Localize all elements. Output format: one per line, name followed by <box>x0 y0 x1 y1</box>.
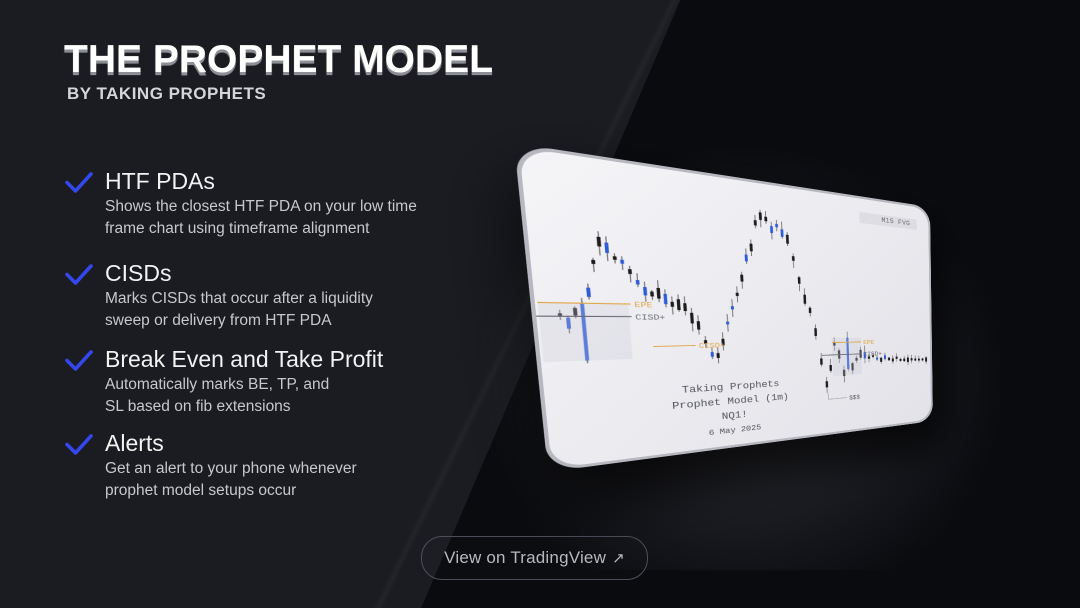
svg-text:CISD+: CISD+ <box>635 313 666 323</box>
svg-text:CISD+: CISD+ <box>863 350 881 358</box>
svg-text:CISD+: CISD+ <box>699 341 726 350</box>
svg-text:EPE: EPE <box>634 300 653 310</box>
svg-text:EPE: EPE <box>863 338 874 346</box>
